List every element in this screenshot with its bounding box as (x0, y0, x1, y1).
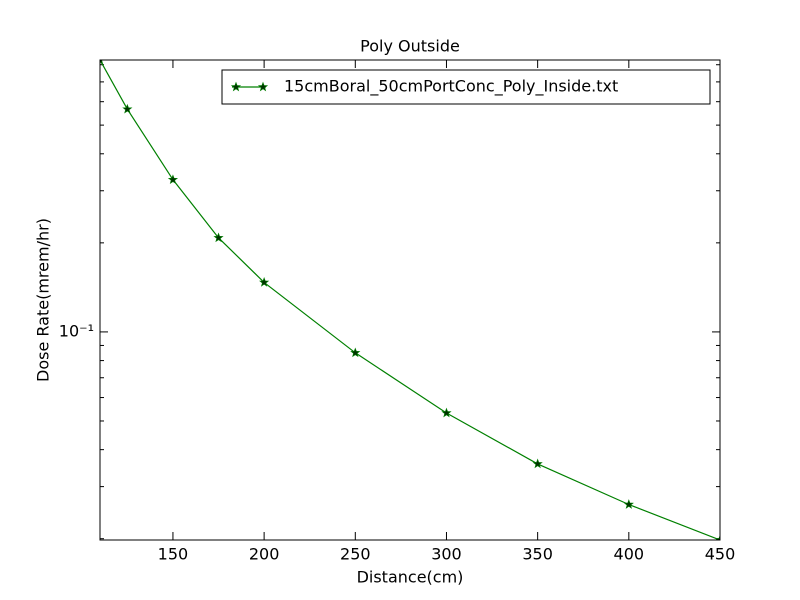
x-tick-label: 350 (522, 545, 553, 564)
x-tick-label: 450 (705, 545, 736, 564)
legend-label: 15cmBoral_50cmPortConc_Poly_Inside.txt (284, 77, 618, 97)
data-point (532, 458, 543, 469)
chart-title: Poly Outside (360, 37, 460, 56)
data-point (122, 103, 133, 114)
x-axis-label: Distance(cm) (357, 568, 464, 587)
legend-marker (230, 81, 242, 92)
data-point (167, 174, 179, 185)
legend-marker (257, 81, 269, 92)
x-tick-label: 400 (614, 545, 645, 564)
x-tick-label: 150 (158, 545, 189, 564)
data-point (714, 534, 720, 540)
data-point (350, 347, 361, 358)
x-tick-label: 250 (340, 545, 371, 564)
legend-box (221, 69, 711, 105)
data-point (623, 499, 634, 509)
y-tick-label: 10⁻¹ (59, 321, 94, 340)
data-point (259, 277, 270, 287)
y-axis-label: Dose Rate(mrem/hr) (34, 218, 53, 382)
plot-frame (99, 59, 721, 541)
data-point (213, 232, 224, 243)
data-line (100, 60, 720, 540)
data-point (100, 60, 104, 65)
x-tick-label: 200 (249, 545, 280, 564)
data-point (441, 407, 452, 418)
x-tick-label: 300 (431, 545, 462, 564)
